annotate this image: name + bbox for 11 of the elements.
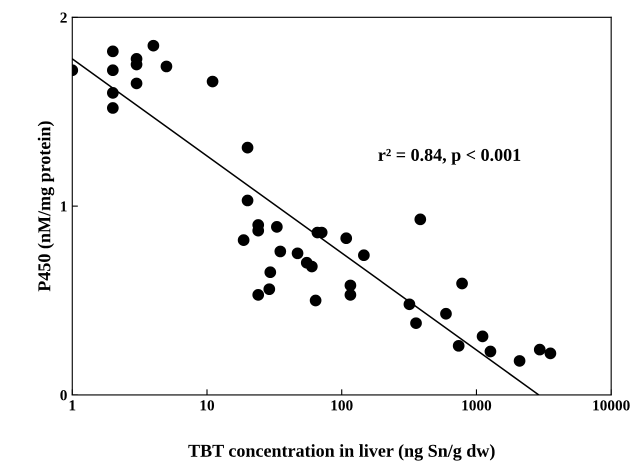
y-tick-label: 1: [61, 201, 67, 212]
y-tick-label: 0: [60, 390, 67, 400]
x-tick-label: 10: [200, 400, 214, 411]
x-tick-label: 1000: [462, 400, 492, 411]
x-axis-title: TBT concentration in liver (ng Sn/g dw): [188, 444, 495, 461]
x-tick-label: 10000: [593, 400, 630, 411]
y-tick-label: 2: [60, 12, 67, 23]
annotation: r² = 0.84, p < 0.001: [378, 148, 520, 165]
x-tick-label: 1: [70, 400, 76, 410]
y-axis-title: P450 (nM/mg protein): [38, 121, 54, 292]
x-tick-label: 100: [331, 400, 353, 411]
